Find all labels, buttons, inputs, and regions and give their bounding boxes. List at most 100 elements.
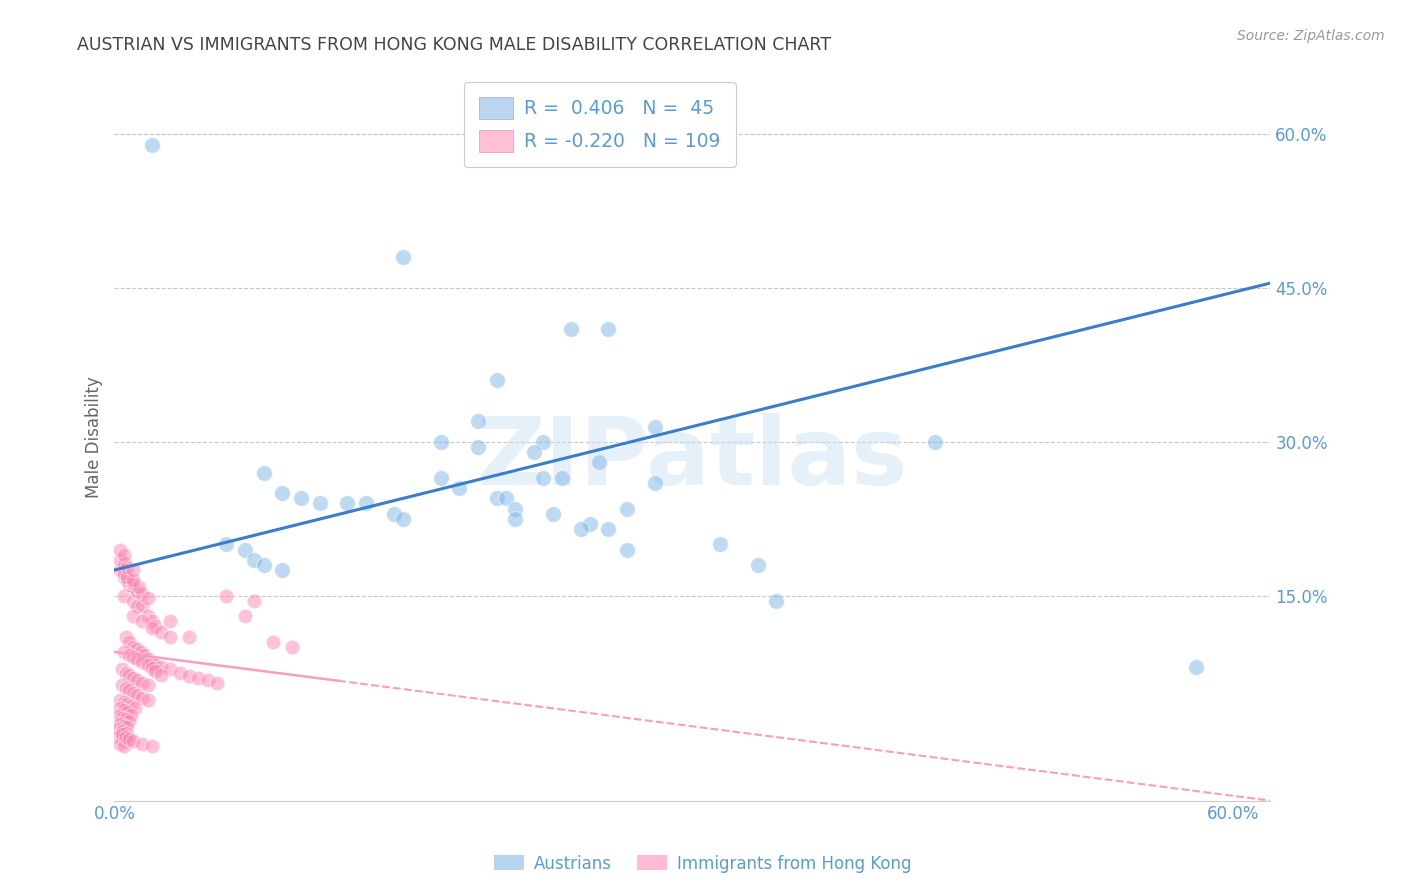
Point: [145, 619, 167, 633]
Point: [131, 691, 153, 706]
Point: [124, 701, 146, 715]
Point: [467, 414, 489, 428]
Point: [243, 594, 266, 608]
Point: [117, 574, 139, 588]
Point: [131, 614, 153, 628]
Point: [107, 708, 129, 723]
Point: [429, 471, 451, 485]
Point: [503, 512, 526, 526]
Point: [485, 491, 508, 506]
Point: [118, 732, 141, 747]
Point: [114, 734, 136, 748]
Point: [122, 609, 145, 624]
Point: [125, 688, 148, 702]
Point: [122, 581, 145, 595]
Point: [112, 645, 135, 659]
Point: [159, 614, 181, 628]
Point: [141, 614, 163, 628]
Point: [449, 481, 471, 495]
Point: [569, 522, 592, 536]
Point: [112, 570, 135, 584]
Point: [108, 563, 131, 577]
Point: [131, 586, 153, 600]
Point: [120, 699, 142, 714]
Point: [117, 560, 139, 574]
Point: [118, 667, 141, 681]
Point: [112, 589, 135, 603]
Point: [141, 739, 163, 754]
Point: [579, 516, 602, 531]
Point: [112, 739, 135, 754]
Point: [523, 445, 546, 459]
Point: [125, 652, 148, 666]
Point: [243, 553, 266, 567]
Point: [128, 581, 150, 595]
Point: [644, 475, 666, 490]
Point: [134, 648, 156, 662]
Point: [290, 491, 312, 506]
Point: [644, 419, 666, 434]
Point: [125, 642, 148, 657]
Legend: R =  0.406   N =  45, R = -0.220   N = 109: R = 0.406 N = 45, R = -0.220 N = 109: [464, 82, 735, 167]
Point: [616, 501, 638, 516]
Point: [108, 737, 131, 751]
Point: [503, 501, 526, 516]
Point: [112, 548, 135, 562]
Point: [262, 634, 284, 648]
Point: [177, 668, 200, 682]
Point: [114, 730, 136, 744]
Point: [177, 630, 200, 644]
Point: [159, 630, 181, 644]
Point: [117, 720, 139, 734]
Point: [136, 591, 159, 605]
Point: [114, 681, 136, 695]
Point: [111, 727, 134, 741]
Point: [598, 322, 620, 336]
Point: [252, 558, 274, 572]
Point: [122, 574, 145, 588]
Point: [122, 734, 145, 748]
Point: [215, 537, 238, 551]
Point: [141, 661, 163, 675]
Point: [108, 701, 131, 715]
Point: [136, 658, 159, 673]
Point: [150, 667, 173, 681]
Point: [108, 553, 131, 567]
Point: [111, 678, 134, 692]
Point: [531, 471, 554, 485]
Point: [122, 686, 145, 700]
Point: [336, 496, 359, 510]
Point: [531, 434, 554, 449]
Y-axis label: Male Disability: Male Disability: [86, 376, 103, 498]
Legend: Austrians, Immigrants from Hong Kong: Austrians, Immigrants from Hong Kong: [488, 848, 918, 880]
Point: [122, 640, 145, 654]
Point: [429, 434, 451, 449]
Point: [122, 594, 145, 608]
Point: [354, 496, 377, 510]
Point: [747, 558, 769, 572]
Point: [112, 695, 135, 709]
Point: [114, 726, 136, 740]
Point: [141, 622, 163, 636]
Point: [136, 609, 159, 624]
Point: [197, 673, 219, 687]
Point: [131, 737, 153, 751]
Point: [271, 486, 294, 500]
Point: [108, 542, 131, 557]
Point: [141, 655, 163, 669]
Point: [308, 496, 330, 510]
Point: [205, 675, 228, 690]
Point: [145, 665, 167, 679]
Point: [136, 652, 159, 666]
Point: [467, 440, 489, 454]
Point: [111, 662, 134, 676]
Point: [233, 542, 256, 557]
Point: [150, 660, 173, 674]
Point: [495, 491, 517, 506]
Point: [252, 466, 274, 480]
Point: [145, 658, 167, 673]
Point: [111, 710, 134, 724]
Point: [122, 671, 145, 685]
Point: [551, 471, 574, 485]
Point: [1184, 660, 1206, 674]
